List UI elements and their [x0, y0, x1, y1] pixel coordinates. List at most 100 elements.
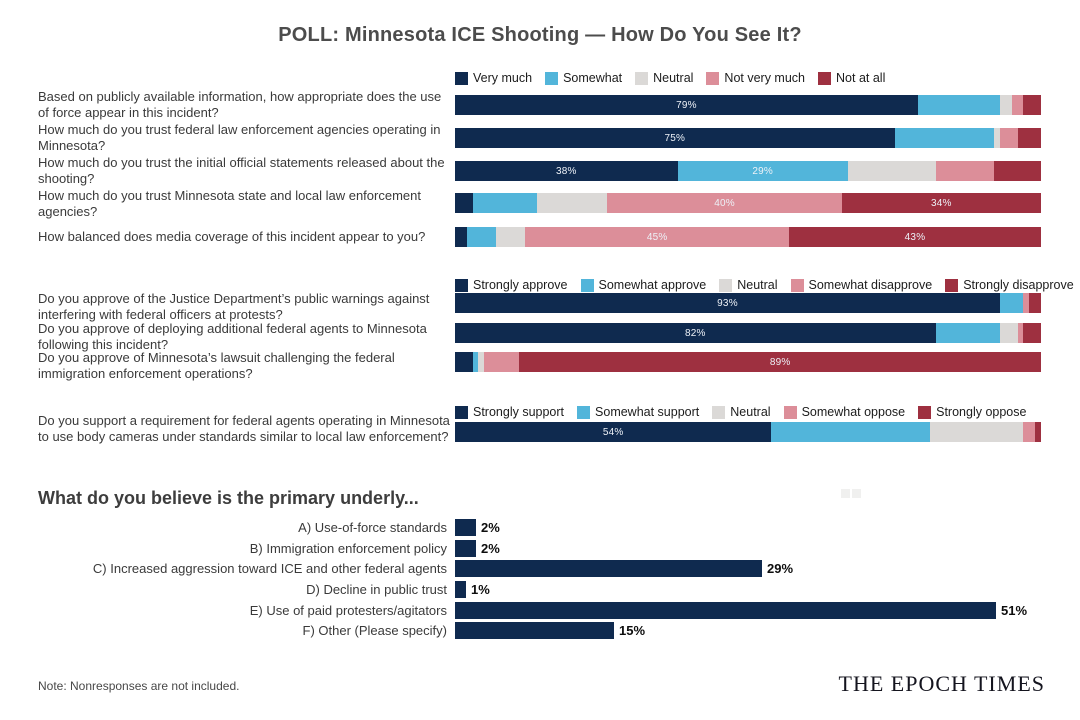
segment-value-label: 89% — [769, 356, 791, 368]
value-bar — [455, 519, 476, 536]
footnote: Note: Nonresponses are not included. — [38, 679, 240, 693]
stacked-bar: 38% 29% — [455, 161, 1041, 181]
legend-item: Somewhat — [545, 71, 622, 85]
legend-label: Somewhat — [563, 71, 623, 85]
bar-segment: 82% — [455, 323, 936, 343]
legend-row: Strongly approve Somewhat approve Neutral S… — [455, 278, 1080, 292]
segment-value-label: 93% — [717, 297, 738, 309]
bar-value-label: 29% — [767, 561, 794, 576]
question-label: Do you approve of deploying additional f… — [38, 321, 427, 353]
bar-value-label: 51% — [1001, 603, 1028, 618]
legend-swatch — [455, 71, 468, 85]
legend-item: Somewhat support — [577, 405, 699, 419]
legend-label: Somewhat disapprove — [808, 278, 933, 292]
legend-label: Strongly support — [473, 405, 565, 419]
bar-segment: 45% — [525, 227, 789, 247]
legend-item: Strongly disapprove — [945, 278, 1074, 292]
bar-segment: 29% — [677, 161, 848, 181]
question-label: How much do you trust Minnesota state an… — [38, 188, 421, 220]
bar-segment: 40% — [607, 193, 842, 213]
stacked-bar: 45% 43% — [455, 227, 1041, 247]
bar-segment: 89% — [519, 352, 1041, 372]
legend-swatch — [918, 405, 932, 419]
bar-segment — [1023, 422, 1036, 442]
category-label: C) Increased aggression toward ICE and o… — [92, 561, 447, 576]
stacked-bar: 75% — [455, 128, 1041, 148]
legend-item: Neutral — [635, 71, 693, 85]
value-bar — [455, 602, 996, 619]
segment-value-label: 75% — [664, 132, 686, 144]
legend-label: Strongly approve — [473, 278, 568, 292]
bar-segment — [537, 193, 608, 213]
legend-swatch — [455, 405, 468, 419]
bar-segment — [894, 128, 995, 148]
bar-value-label: 2% — [481, 541, 500, 556]
value-bar — [455, 540, 476, 557]
question-label: Do you approve of the Justice Department… — [38, 291, 430, 323]
legend-row: Strongly support Somewhat support Neutral S… — [455, 405, 1039, 419]
legend-label: Very much — [473, 71, 533, 85]
legend-item: Very much — [455, 71, 532, 85]
category-label: E) Use of paid protesters/agitators — [249, 603, 447, 618]
legend-label: Not very much — [724, 71, 806, 85]
stacked-bar: 82% — [455, 323, 1041, 343]
bar-segment — [496, 227, 526, 247]
bar-segment — [994, 161, 1041, 181]
legend-item: Strongly oppose — [918, 405, 1026, 419]
bar-segment — [999, 293, 1024, 313]
stacked-bar: 40% 34% — [455, 193, 1041, 213]
legend-label: Somewhat support — [595, 405, 700, 419]
value-bar — [455, 560, 762, 577]
question-label: How much do you trust the initial offici… — [38, 155, 445, 187]
segment-value-label: 82% — [684, 327, 706, 339]
legend-item: Somewhat approve — [580, 278, 707, 292]
category-label: A) Use-of-force standards — [298, 520, 447, 535]
bar-segment — [929, 422, 1024, 442]
segment-value-label: 45% — [646, 231, 668, 243]
bar-value-label: 15% — [619, 623, 646, 638]
bottom-chart-title: What do you believe is the primary under… — [38, 488, 419, 508]
legend-item: Neutral — [719, 278, 778, 292]
bar-segment — [847, 161, 936, 181]
question-label: How balanced does media coverage of this… — [38, 229, 426, 244]
bar-segment: 38% — [455, 161, 678, 181]
bar-segment — [999, 128, 1018, 148]
bar-segment — [1017, 323, 1024, 343]
bar-segment: 75% — [455, 128, 895, 148]
stacked-bar: 79% — [455, 95, 1041, 115]
segment-value-label: 29% — [752, 165, 773, 177]
segment-value-label: 54% — [602, 426, 624, 438]
stacked-bar: 93% — [455, 293, 1041, 313]
legend-label: Somewhat approve — [598, 278, 707, 292]
legend-swatch — [455, 278, 468, 292]
legend-label: Strongly disapprove — [963, 278, 1074, 292]
bar-segment — [999, 323, 1018, 343]
bar-segment — [935, 161, 995, 181]
legend-swatch — [818, 71, 832, 85]
bar-segment — [771, 422, 930, 442]
legend-swatch — [945, 278, 959, 292]
legend-item: Strongly approve — [455, 278, 568, 292]
segment-value-label: 40% — [714, 197, 735, 209]
legend-swatch — [790, 278, 804, 292]
bar-segment — [478, 352, 485, 372]
legend-item: Strongly support — [455, 405, 564, 419]
legend-label: Neutral — [653, 71, 694, 85]
bar-segment — [999, 95, 1012, 115]
legend-item: Somewhat disapprove — [790, 278, 933, 292]
bar-segment — [484, 352, 520, 372]
question-label: How much do you trust federal law enforc… — [38, 122, 441, 154]
bar-segment — [1023, 323, 1041, 343]
question-label: Based on publicly available information,… — [38, 89, 442, 121]
segment-value-label: 38% — [556, 165, 577, 177]
bar-value-label: 1% — [471, 582, 490, 597]
bar-segment — [1017, 128, 1041, 148]
legend-swatch — [712, 405, 726, 419]
value-bar — [455, 622, 614, 639]
bar-segment — [455, 193, 473, 213]
legend-label: Strongly oppose — [936, 405, 1027, 419]
bar-value-label: 2% — [481, 520, 500, 535]
bar-segment — [1035, 422, 1041, 442]
legend-row: Very much Somewhat Neutral Not very much Not… — [455, 71, 898, 85]
